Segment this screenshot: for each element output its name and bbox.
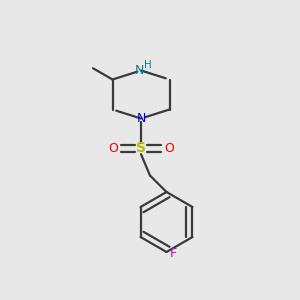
- Text: F: F: [169, 247, 177, 260]
- Text: O: O: [108, 142, 118, 155]
- Text: N: N: [136, 112, 146, 125]
- Text: O: O: [164, 142, 174, 155]
- Text: S: S: [136, 142, 146, 155]
- Text: N: N: [135, 64, 144, 77]
- Text: H: H: [144, 60, 152, 70]
